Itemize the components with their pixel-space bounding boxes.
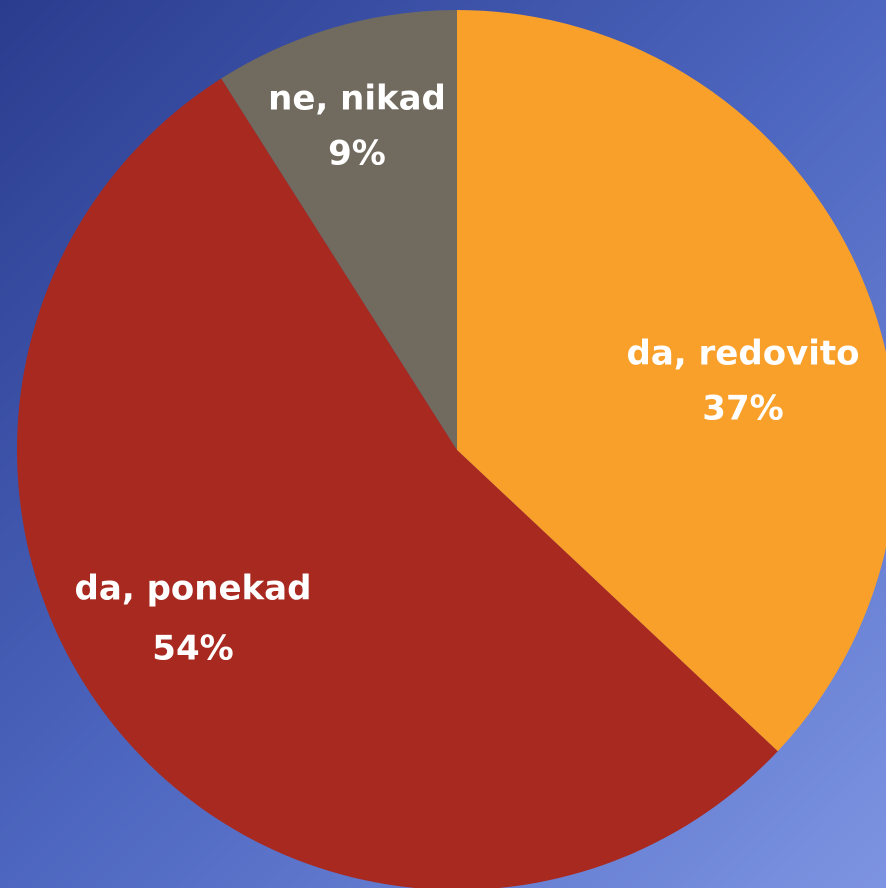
slice-label: ne, nikad	[268, 79, 446, 119]
slice-label: da, ponekad	[75, 569, 312, 609]
value-label: 54%	[152, 629, 233, 669]
pie-slice	[221, 10, 457, 450]
value-label: 37%	[702, 389, 783, 429]
slice-label: da, redovito	[627, 334, 860, 374]
value-label: 9%	[328, 134, 386, 174]
pie-slice	[457, 10, 886, 752]
pie-slice	[17, 78, 778, 888]
